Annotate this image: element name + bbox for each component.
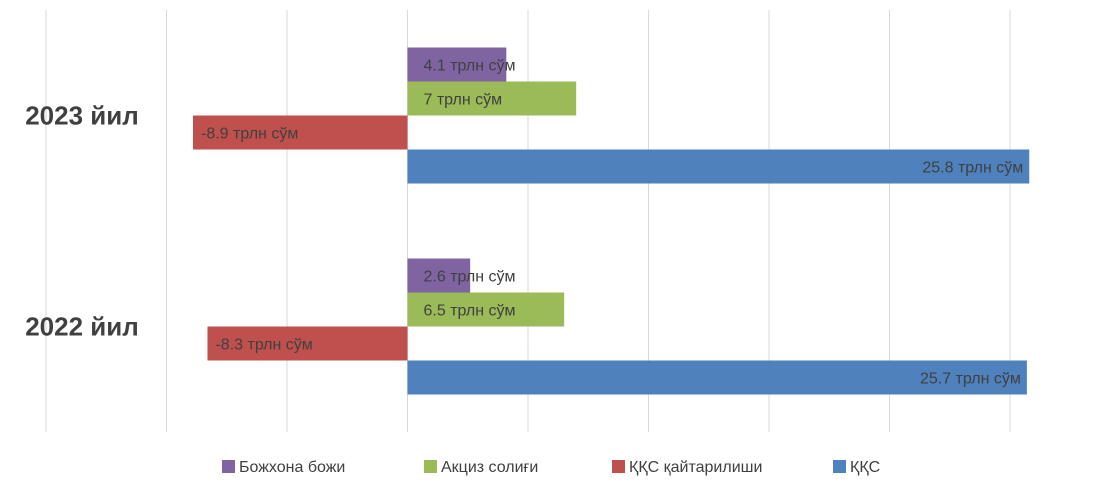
bar xyxy=(407,292,565,327)
data-label: 4.1 трлн сўм xyxy=(424,58,516,75)
legend-label: ҚҚС xyxy=(850,459,880,476)
legend-swatch xyxy=(222,460,235,473)
bar xyxy=(207,326,408,361)
legend-swatch xyxy=(424,460,437,473)
category-label: 2023 йил xyxy=(25,101,139,131)
data-label: 7 трлн сўм xyxy=(424,92,503,109)
bar xyxy=(407,47,507,82)
bar xyxy=(193,115,408,150)
bar xyxy=(407,149,1030,184)
bar xyxy=(407,81,577,116)
legend: Божхона божи Акциз солиғи ҚҚС қайтарилиши Қ… xyxy=(222,459,880,476)
category-label: 2022 йил xyxy=(25,312,139,342)
data-label: 2.6 трлн сўм xyxy=(424,269,516,286)
data-label: 6.5 трлн сўм xyxy=(424,303,516,320)
data-label: -8.3 трлн сўм xyxy=(215,337,312,354)
category-labels: 2022 йил 2023 йил xyxy=(25,101,139,342)
bar xyxy=(407,258,471,293)
data-label: -8.9 трлн сўм xyxy=(201,126,298,143)
bars xyxy=(193,47,1030,395)
data-label: 25.8 трлн сўм xyxy=(922,160,1023,177)
legend-label: Акциз солиғи xyxy=(441,459,538,476)
legend-label: ҚҚС қайтарилиши xyxy=(629,459,762,476)
data-labels: 2.6 трлн сўм 6.5 трлн сўм -8.3 трлн сўм 25.… xyxy=(201,58,1023,388)
legend-swatch xyxy=(612,460,625,473)
data-label: 25.7 трлн сўм xyxy=(920,371,1021,388)
legend-swatch xyxy=(833,460,846,473)
legend-label: Божхона божи xyxy=(239,459,345,476)
bar xyxy=(407,360,1027,395)
